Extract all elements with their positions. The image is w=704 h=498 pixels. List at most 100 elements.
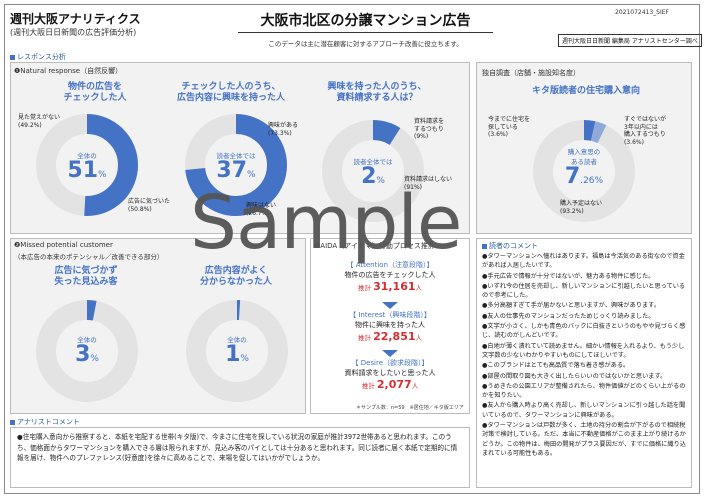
reader-comments-list: ●タワーマンションへ憧れはあります。福島は今活気のある街なので資金があれば入居し… <box>482 252 688 459</box>
aida-step1-body: 物件の広告をチェックした人 <box>344 271 436 279</box>
independent-label-a: 今までに住宅を 探している (3.6%) <box>488 116 531 138</box>
independent-center-big: 7 <box>564 164 581 189</box>
reader-comment: ●部屋の間取り図も大きく出したらいいのではないかと思います。 <box>482 372 667 380</box>
page-title: 大阪市北区の分譲マンション広告 <box>238 10 493 33</box>
independent-svg <box>533 120 635 222</box>
missed1-center-small: 全体の <box>77 336 97 344</box>
chart1-center-small: 全体の <box>77 152 97 160</box>
aida-arrow-2-icon <box>382 350 398 357</box>
chart1-center-big: 51 <box>67 158 99 183</box>
chart3-center: 読者全体では 2% <box>320 156 426 188</box>
analyst-title-text: アナリストコメント <box>17 418 80 426</box>
aida-step1-value: 推計 31,161人 <box>316 280 464 293</box>
aida-step-attention: 【 Attention（注意段階）】 物件の広告をチェックした人 推計 31,1… <box>316 260 464 293</box>
aida-arrow-1-icon <box>382 302 398 309</box>
chart2-center-small: 読者全体では <box>216 152 256 160</box>
aida-step2-head: 【 Interest（興味段階）】 <box>349 311 431 319</box>
chart2-svg <box>185 114 287 216</box>
chart2-label-b: 興味はない (26.7%) <box>246 202 277 217</box>
reader-comments-title: 読者のコメント <box>482 241 538 251</box>
aida-step3-unit: 人 <box>411 382 419 390</box>
independent-center-small: 購入意思の ある読者 <box>567 148 601 166</box>
chart1-center-pct: % <box>98 170 107 180</box>
credit-box: 週刊大阪日日新聞 編集局 アナリストセンター調べ <box>558 34 702 47</box>
chart1-question: 物件の広告を チェックした人 <box>63 82 127 104</box>
reader-comment: ●文字が小さく、しかも青色のバックに白抜きというのもやや見づらく感じ、読むのがし… <box>482 323 686 340</box>
reader-comment: ●手元広告で情報が十分ではないが、魅力ある物件に感じた。 <box>482 272 655 280</box>
reader-comment: ●うめきたの公園エリアが整備されたら、物件価値がどのくらい上がるのかを知りたい。 <box>482 382 686 400</box>
independent-question: キタ版読者の住宅購入意向 <box>531 86 640 96</box>
missed1-arc <box>36 300 138 402</box>
independent-label-b: すぐではないが 3年以内には 購入するつもり (3.6%) <box>624 116 667 146</box>
chart1-label-a: 見た覚えがない (49.2%) <box>18 114 61 129</box>
aida-step2-body: 物件に興味を持った人 <box>355 321 425 329</box>
analyst-title: アナリストコメント <box>10 417 80 427</box>
missed1-center: 全体の 3% <box>34 334 140 366</box>
natural-response-title: ❶Natural response（自然反響） <box>14 67 123 75</box>
missed2-center-big: 1 <box>225 342 241 367</box>
missed-subtitle: （本広告の本来のポテンシャル／改善できる部分） <box>14 253 164 261</box>
aida-panel <box>310 238 470 414</box>
chart2-center-big: 37 <box>216 158 248 183</box>
independent-center: 購入意思の ある読者 7.26% <box>531 146 637 188</box>
reader-comment: ●白地が薄く潰れていて読めません。細かい情報を入れるより、もう少し文字数の少ない… <box>482 342 685 359</box>
reader-comment: ●タワーマンションは戸数が多く、土地の持分の割合が下がるので相続税対策で検討して… <box>482 422 686 457</box>
chart3-center-big: 2 <box>361 164 377 189</box>
aida-step2-unit: 人 <box>415 334 423 342</box>
aida-step3-head: 【 Desire（欲求段階）】 <box>351 359 429 367</box>
response-section-label-text: レスポンス分析 <box>17 53 66 61</box>
reader-comment: ●いずれ今の住居を売却し、新しいマンションに引越したいと思っているので参考にした… <box>482 282 686 300</box>
chart3-donut: 読者全体では 2% <box>320 118 426 224</box>
reader-comments-panel <box>476 238 692 488</box>
missed2-question: 広告内容がよく 分からなかった人 <box>199 266 272 288</box>
independent-center-pct: .26% <box>580 176 604 186</box>
chart3-question: 興味を持った人のうち、 資料請求する人は？ <box>327 82 427 104</box>
reader-comment: ●多分高額すぎて手が届かないと思いますが、興味があります。 <box>482 302 660 310</box>
missed2-donut: 全体の 1% <box>184 298 290 404</box>
missed2-center-small: 全体の <box>227 336 247 344</box>
reader-comment: ●友人の仕事先のマンションだったためじっくり読みました。 <box>482 312 655 320</box>
chart1-center: 全体の 51% <box>34 150 140 182</box>
aida-step2-value: 推計 22,851人 <box>316 330 464 343</box>
page-note: このデータは主に潜在顧客に対するアプローチ改善に役立ちます。 <box>268 40 463 48</box>
analyst-comment-box: ●住宅購入意向から推察すると、本紙を宅配する世帯(キタ版)で、今まさに住宅を探し… <box>10 427 470 488</box>
chart2-center-pct: % <box>247 170 256 180</box>
aida-step3-number: 2,077 <box>376 378 412 391</box>
reader-comment: ●タワーマンションへ憧れはあります。福島は今活気のある街なので資金があれば入居し… <box>482 253 685 270</box>
chart3-label-b: 資料請求はしない (91%) <box>404 176 453 191</box>
bullet-square-icon <box>10 54 15 60</box>
chart1-donut: 全体の 51% <box>34 112 140 218</box>
chart1-arc <box>36 114 138 216</box>
missed1-question: 広告に気づかず 失った見込み客 <box>54 266 118 288</box>
aida-step3-body: 資料請求をしたいと思った人 <box>344 369 436 377</box>
analyst-comment-body: ●住宅購入意向から推察すると、本紙を宅配する世帯(キタ版)で、今まさに住宅を探し… <box>17 433 458 463</box>
missed1-center-big: 3 <box>75 342 91 367</box>
aida-footnote: ＊サンプル数：n=59 ※居住地／キタ版エリア <box>356 405 464 411</box>
reader-comment: ●このブランドはとても高品質で落ち着き感がある。 <box>482 362 630 370</box>
aida-step1-prefix: 推計 <box>357 284 371 292</box>
sample-watermark: Sample <box>190 180 462 266</box>
chart3-center-pct: % <box>376 176 385 186</box>
aida-step-desire: 【 Desire（欲求段階）】 資料請求をしたいと思った人 推計 2,077人 <box>316 358 464 391</box>
publisher-name: 週刊大阪アナリティクス <box>10 12 141 26</box>
chart1-svg <box>36 114 138 216</box>
aida-step2-prefix: 推計 <box>357 334 371 342</box>
missed2-arc <box>186 300 288 402</box>
bullet-square-icon <box>10 419 15 425</box>
missed1-svg <box>36 300 138 402</box>
bullet-square-icon <box>482 243 487 249</box>
aida-step1-unit: 人 <box>415 284 423 292</box>
document-id: 2021072413_SIEF <box>615 9 669 16</box>
chart1-label-b: 広告に気づいた (50.8%) <box>128 198 171 213</box>
aida-title: ❸AIDA（アイドマ）行動プロセス推計 <box>314 242 435 250</box>
independent-label-c: 購入予定はない (93.2%) <box>560 200 603 215</box>
chart3-label-a: 資料請求を するつもり (9%) <box>414 118 445 140</box>
chart3-svg <box>322 120 424 222</box>
response-section-label: レスポンス分析 <box>10 52 66 62</box>
chart2-label-a: 興味がある (73.3%) <box>268 122 299 137</box>
independent-donut: 購入意思の ある読者 7.26% <box>531 118 637 224</box>
reader-comment: ●友人から購入時より高く売却し、新しいマンションに引っ越した話を聞いているので、… <box>482 402 686 419</box>
publisher-subtitle: (週刊大阪日日新聞の広告評価分析) <box>10 28 137 37</box>
missed2-center: 全体の 1% <box>184 334 290 366</box>
chart3-arc <box>322 120 424 222</box>
